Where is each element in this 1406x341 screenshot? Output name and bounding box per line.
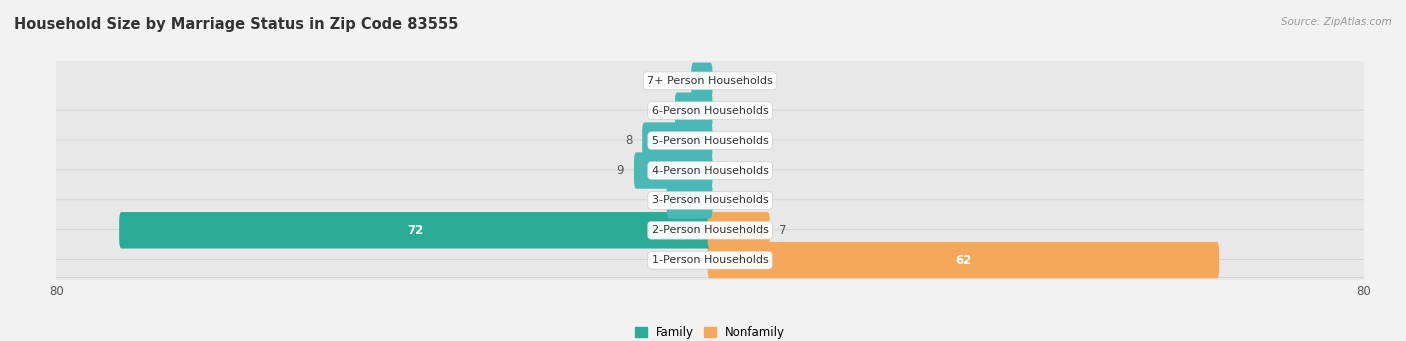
Text: 4-Person Households: 4-Person Households [651,165,769,176]
FancyBboxPatch shape [666,182,713,219]
Text: 7: 7 [779,224,787,237]
Text: 0: 0 [723,74,730,87]
FancyBboxPatch shape [48,141,1372,200]
FancyBboxPatch shape [643,122,713,159]
Text: 0: 0 [723,104,730,117]
Text: 2-Person Households: 2-Person Households [651,225,769,235]
Text: 0: 0 [723,164,730,177]
Text: 72: 72 [408,224,425,237]
Text: Household Size by Marriage Status in Zip Code 83555: Household Size by Marriage Status in Zip… [14,17,458,32]
FancyBboxPatch shape [48,171,1372,230]
Text: 0: 0 [690,254,697,267]
Text: 5-Person Households: 5-Person Households [651,136,769,146]
Text: 9: 9 [617,164,624,177]
Text: 62: 62 [955,254,972,267]
FancyBboxPatch shape [48,231,1372,290]
Text: 5: 5 [650,194,657,207]
FancyBboxPatch shape [707,242,1219,278]
Text: 6-Person Households: 6-Person Households [651,106,769,116]
Text: 3-Person Households: 3-Person Households [651,195,769,205]
FancyBboxPatch shape [48,51,1372,110]
FancyBboxPatch shape [48,201,1372,260]
FancyBboxPatch shape [120,212,713,249]
Text: 2: 2 [673,74,682,87]
FancyBboxPatch shape [48,81,1372,140]
FancyBboxPatch shape [675,92,713,129]
Text: 7+ Person Households: 7+ Person Households [647,76,773,86]
Text: 1-Person Households: 1-Person Households [651,255,769,265]
FancyBboxPatch shape [48,111,1372,170]
Text: 8: 8 [626,134,633,147]
FancyBboxPatch shape [692,63,713,99]
Text: 0: 0 [723,194,730,207]
Text: 4: 4 [658,104,665,117]
Text: 0: 0 [723,134,730,147]
Text: Source: ZipAtlas.com: Source: ZipAtlas.com [1281,17,1392,27]
Legend: Family, Nonfamily: Family, Nonfamily [630,321,790,341]
FancyBboxPatch shape [707,212,769,249]
FancyBboxPatch shape [634,152,713,189]
